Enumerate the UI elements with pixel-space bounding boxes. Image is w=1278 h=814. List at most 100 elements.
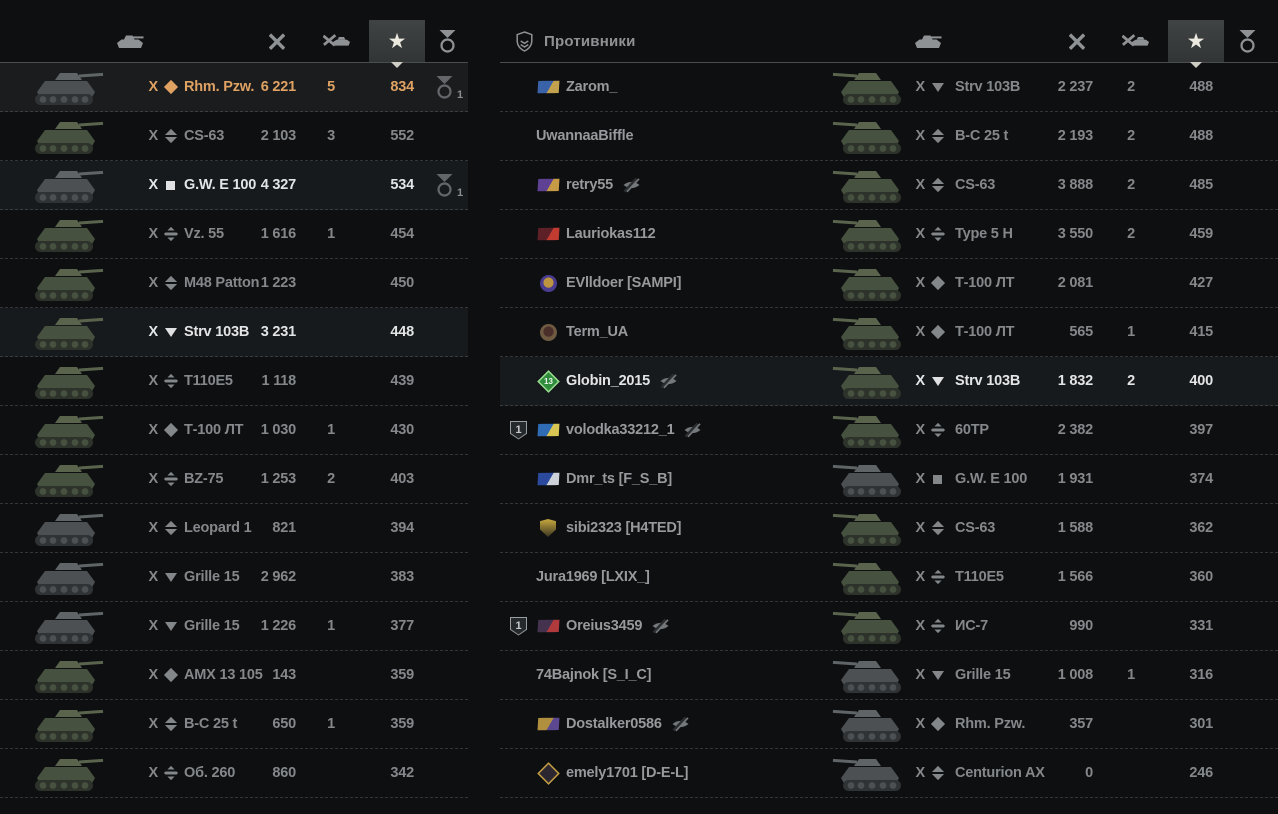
vehicle-class-icon	[930, 210, 945, 258]
vehicle-column-icon[interactable]	[910, 20, 946, 62]
player-name[interactable]: Dostalker0586	[566, 716, 662, 732]
damage-value: 1 566	[1057, 569, 1093, 585]
star-icon: ★	[1186, 29, 1206, 53]
ally-row[interactable]: X Grille 15 2 962 383	[0, 553, 468, 602]
xp-column-sort-active[interactable]: ★	[369, 20, 425, 62]
frags-column-icon[interactable]	[323, 20, 351, 62]
hidden-stats-icon	[683, 422, 703, 438]
damage-column-icon[interactable]	[266, 20, 288, 62]
medals-column-icon[interactable]	[1236, 20, 1258, 62]
ally-row[interactable]: X B-C 25 t 650 1 359	[0, 700, 468, 749]
medal-indicator	[1230, 651, 1264, 699]
vehicle-class-icon	[163, 112, 178, 160]
player-name[interactable]: Oreius3459	[566, 618, 643, 634]
tier-label: X	[148, 569, 159, 585]
ally-row[interactable]: X Об. 260 860 342	[0, 749, 468, 798]
enemy-row[interactable]: Jura1969 [LXIX_] X T110E5 1 566 360	[500, 553, 1278, 602]
ally-row[interactable]: X G.W. E 100 4 327 534 1	[0, 161, 468, 210]
enemy-row[interactable]: 1 volodka33212_1 X 60TP 2 382 397	[500, 406, 1278, 455]
player-name[interactable]: UwannaaBiffle	[536, 128, 634, 144]
enemy-row[interactable]: sibi2323 [H4TED] X CS-63 1 588 362	[500, 504, 1278, 553]
tier-label: X	[915, 275, 926, 291]
tank-image	[24, 457, 106, 501]
player-name[interactable]: EVlldoer [SAMPI]	[566, 275, 682, 291]
ally-row[interactable]: X AMX 13 105 143 359	[0, 651, 468, 700]
enemy-row[interactable]: Term_UA X Т-100 ЛТ 565 1 415	[500, 308, 1278, 357]
ally-row[interactable]: X CS-63 2 103 3 552	[0, 112, 468, 161]
player-cell: 1 Oreius3459	[510, 602, 671, 650]
vehicle-name: Strv 103B	[955, 79, 1021, 95]
vehicle-class-icon	[163, 455, 178, 503]
medal-indicator	[1230, 63, 1264, 111]
damage-value: 1 223	[260, 275, 296, 291]
vehicle-name: Type 5 H	[955, 226, 1013, 242]
medal-indicator	[434, 357, 468, 405]
enemy-row[interactable]: Zarom_ X Strv 103B 2 237 2 488	[500, 63, 1278, 112]
xp-value: 362	[1189, 520, 1213, 536]
frags-value	[316, 504, 346, 552]
vehicle-name: Centurion AX	[955, 765, 1045, 781]
enemy-row[interactable]: emely1701 [D-E-L] X Centurion AX 0 246	[500, 749, 1278, 798]
enemy-row[interactable]: 1 Oreius3459 X ИС-7 990 331	[500, 602, 1278, 651]
ally-row[interactable]: X Leopard 1 821 394	[0, 504, 468, 553]
enemy-row[interactable]: UwannaaBiffle X B-C 25 t 2 193 2 488	[500, 112, 1278, 161]
enemy-row[interactable]: 74Bajnok [S_I_C] X Grille 15 1 008 1 316	[500, 651, 1278, 700]
enemy-row[interactable]: Dostalker0586 X Rhm. Pzw. 357 301	[500, 700, 1278, 749]
tank-image	[830, 457, 912, 501]
player-cell: 13 Globin_2015	[510, 357, 678, 405]
medal-indicator	[1230, 259, 1264, 307]
hidden-stats-icon	[622, 177, 641, 193]
vehicle-class-icon	[163, 259, 178, 307]
ally-row[interactable]: X Vz. 55 1 616 1 454	[0, 210, 468, 259]
tier-label: X	[148, 226, 159, 242]
player-name[interactable]: retry55	[566, 177, 613, 193]
enemy-row[interactable]: 13 Globin_2015 X Strv 103B 1 832 2 400	[500, 357, 1278, 406]
frags-column-icon[interactable]	[1122, 20, 1150, 62]
enemy-row[interactable]: EVlldoer [SAMPI] X Т-100 ЛТ 2 081 427	[500, 259, 1278, 308]
ally-row[interactable]: X M48 Patton 1 223 450	[0, 259, 468, 308]
clan-emblem	[536, 616, 560, 636]
player-name[interactable]: Term_UA	[566, 324, 628, 340]
enemy-row[interactable]: Lauriokas112 X Type 5 H 3 550 2 459	[500, 210, 1278, 259]
tier-label: X	[148, 373, 159, 389]
tier-label: X	[148, 275, 159, 291]
player-name[interactable]: 74Bajnok [S_I_C]	[536, 667, 652, 683]
player-name[interactable]: sibi2323 [H4TED]	[566, 520, 682, 536]
player-name[interactable]: volodka33212_1	[566, 422, 675, 438]
enemies-shield-icon	[512, 20, 536, 62]
damage-column-icon[interactable]	[1066, 20, 1088, 62]
xp-value: 450	[390, 275, 414, 291]
enemy-row[interactable]: retry55 X CS-63 3 888 2 485	[500, 161, 1278, 210]
damage-value: 0	[1085, 765, 1093, 781]
xp-value: 488	[1189, 79, 1213, 95]
ally-row[interactable]: X T110E5 1 118 439	[0, 357, 468, 406]
xp-value: 834	[390, 79, 414, 95]
vehicle-column-icon[interactable]	[112, 20, 148, 62]
vehicle-class-icon	[930, 553, 945, 601]
tank-image	[24, 114, 106, 158]
tank-image	[830, 702, 912, 746]
ally-row[interactable]: X Strv 103B 3 231 448	[0, 308, 468, 357]
player-name[interactable]: Zarom_	[566, 79, 618, 95]
ally-row[interactable]: X Grille 15 1 226 1 377	[0, 602, 468, 651]
player-name[interactable]: emely1701 [D-E-L]	[566, 765, 689, 781]
frags-value: 2	[1127, 79, 1135, 95]
player-name[interactable]: Dmr_ts [F_S_B]	[566, 471, 672, 487]
frags-value: 1	[1127, 667, 1135, 683]
player-name[interactable]: Lauriokas112	[566, 226, 656, 242]
ally-row[interactable]: X Т-100 ЛТ 1 030 1 430	[0, 406, 468, 455]
tank-image	[830, 310, 912, 354]
ally-row[interactable]: X BZ-75 1 253 2 403	[0, 455, 468, 504]
ally-row[interactable]: X Rhm. Pzw. 6 221 5 834 1	[0, 63, 468, 112]
clan-emblem	[536, 322, 560, 342]
medals-column-icon[interactable]	[436, 20, 458, 62]
xp-value: 301	[1189, 716, 1213, 732]
medal-count: 1	[457, 187, 463, 199]
player-name[interactable]: Jura1969 [LXIX_]	[536, 569, 650, 585]
xp-value: 377	[390, 618, 414, 634]
player-name[interactable]: Globin_2015	[566, 373, 651, 389]
vehicle-name: Т-100 ЛТ	[184, 422, 244, 438]
xp-column-sort-active[interactable]: ★	[1168, 20, 1224, 62]
enemy-row[interactable]: Dmr_ts [F_S_B] X G.W. E 100 1 931 374	[500, 455, 1278, 504]
vehicle-name: Grille 15	[184, 618, 240, 634]
